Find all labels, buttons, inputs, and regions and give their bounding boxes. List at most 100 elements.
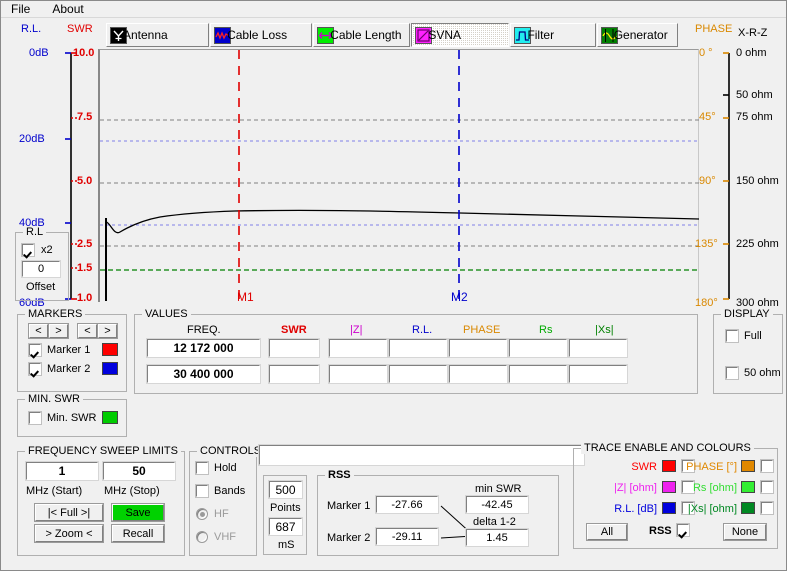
- min-swr-color-swatch[interactable]: [102, 411, 118, 424]
- values-row-rl-1[interactable]: [388, 338, 448, 358]
- rss-marker1-value[interactable]: -27.66: [375, 495, 439, 514]
- trace-color-xs[interactable]: [741, 502, 755, 514]
- svna-icon: [415, 26, 433, 44]
- min-swr-checkbox[interactable]: [28, 411, 42, 425]
- controls-vhf-radio[interactable]: [196, 531, 208, 543]
- values-row-xs-1[interactable]: [568, 338, 628, 358]
- values-row-z-2[interactable]: [328, 364, 388, 384]
- trace-checkbox-xs[interactable]: [760, 501, 774, 515]
- trace-checkbox-phase[interactable]: [760, 459, 774, 473]
- axis-tick-xrz-225: 225 ohm: [736, 238, 779, 250]
- trace-checkbox-rs[interactable]: [760, 480, 774, 494]
- trace-enable-panel: TRACE ENABLE AND COLOURS SWR |Z| [ohm] R…: [573, 442, 778, 549]
- toolbar-label-antenna: Antenna: [123, 28, 168, 42]
- marker1-next-button[interactable]: >: [48, 323, 69, 339]
- values-row-rl-2[interactable]: [388, 364, 448, 384]
- display-full-checkbox[interactable]: [725, 329, 739, 343]
- controls-title: CONTROLS: [197, 445, 265, 457]
- values-row-rs-2[interactable]: [508, 364, 568, 384]
- axis-tick-rl-0: 0dB: [29, 47, 49, 59]
- sweep-save-button[interactable]: Save: [111, 503, 165, 522]
- sweep-start-input[interactable]: 1: [25, 461, 99, 481]
- points-time-panel: 500 Points 687 mS: [263, 475, 307, 555]
- rss-min-swr-value[interactable]: -42.45: [465, 495, 529, 514]
- values-row-freq-1[interactable]: 12 172 000: [146, 338, 261, 358]
- controls-bands-checkbox[interactable]: [195, 484, 209, 498]
- toolbar-button-cable-length[interactable]: Cable Length: [313, 23, 411, 47]
- marker1-color-swatch[interactable]: [102, 343, 118, 356]
- rl-x2-label: x2: [41, 244, 53, 256]
- trace-color-rl[interactable]: [662, 502, 676, 514]
- axis-tick-phase-90: 90°: [699, 175, 716, 187]
- controls-panel: CONTROLS Hold Bands HF VHF: [189, 445, 265, 556]
- rl-x2-checkbox[interactable]: [21, 243, 35, 257]
- sweep-zoom-button[interactable]: > Zoom <: [34, 524, 104, 543]
- controls-hold-checkbox[interactable]: [195, 461, 209, 475]
- marker2-label: M2: [451, 290, 468, 304]
- values-row-rs-1[interactable]: [508, 338, 568, 358]
- values-row-phase-2[interactable]: [448, 364, 508, 384]
- trace-none-button[interactable]: None: [723, 523, 767, 541]
- axis-title-xrz: X-R-Z: [738, 27, 768, 39]
- marker2-prev-button[interactable]: <: [77, 323, 98, 339]
- values-header-phase: PHASE: [463, 324, 501, 336]
- values-row-phase-1[interactable]: [448, 338, 508, 358]
- values-row-freq-2[interactable]: 30 400 000: [146, 364, 261, 384]
- trace-label-rs: Rs [ohm]: [692, 482, 737, 494]
- status-text-field[interactable]: [258, 444, 585, 466]
- rl-offset-title: R.L: [23, 226, 47, 238]
- sweep-time-input[interactable]: 687: [268, 517, 303, 536]
- rss-panel: RSS Marker 1 -27.66 Marker 2 -29.11 min …: [317, 469, 559, 556]
- trace-label-phase: PHASE [°]: [686, 461, 737, 473]
- toolbar-button-antenna[interactable]: Antenna: [106, 23, 210, 47]
- values-row-xs-2[interactable]: [568, 364, 628, 384]
- rss-marker2-value[interactable]: -29.11: [375, 527, 439, 546]
- right-axis-scale: [723, 52, 730, 300]
- sweep-stop-input[interactable]: 50: [102, 461, 176, 481]
- toolbar-button-filter[interactable]: Filter: [510, 23, 596, 47]
- toolbar-button-cable-loss[interactable]: Cable Loss: [210, 23, 313, 47]
- trace-color-swr[interactable]: [662, 460, 676, 472]
- sweep-recall-button[interactable]: Recall: [111, 524, 165, 543]
- trace-checkbox-swr[interactable]: [681, 459, 695, 473]
- trace-color-phase[interactable]: [741, 460, 755, 472]
- marker1-checkbox[interactable]: [28, 343, 42, 357]
- trace-color-z[interactable]: [662, 481, 676, 493]
- sweep-full-button[interactable]: |< Full >|: [34, 503, 104, 522]
- values-header-rl: R.L.: [412, 324, 433, 336]
- rl-offset-input[interactable]: 0: [21, 260, 61, 278]
- sweep-graph[interactable]: [98, 49, 700, 302]
- marker2-color-swatch[interactable]: [102, 362, 118, 375]
- values-header-swr: SWR: [281, 324, 307, 336]
- marker2-checkbox[interactable]: [28, 362, 42, 376]
- controls-hf-radio[interactable]: [196, 508, 208, 520]
- toolbar-label-filter: Filter: [527, 28, 555, 42]
- toolbar-label-generator: Generator: [613, 28, 668, 42]
- values-header-z: |Z|: [350, 324, 363, 336]
- trace-rss-checkbox[interactable]: [676, 523, 690, 537]
- trace-checkbox-z[interactable]: [681, 480, 695, 494]
- toolbar-label-svna: SVNA: [428, 28, 461, 42]
- values-row-swr-2[interactable]: [268, 364, 320, 384]
- menu-file[interactable]: File: [11, 2, 31, 16]
- values-row-z-1[interactable]: [328, 338, 388, 358]
- trace-color-rs[interactable]: [741, 481, 755, 493]
- axis-tick-xrz-75: 75 ohm: [736, 111, 773, 123]
- display-50ohm-checkbox[interactable]: [725, 366, 739, 380]
- rl-offset-panel: R.L x2 0 Offset: [15, 226, 69, 301]
- marker2-next-button[interactable]: >: [97, 323, 118, 339]
- values-row-swr-1[interactable]: [268, 338, 320, 358]
- toolbar-button-generator[interactable]: Generator: [596, 23, 678, 47]
- marker1-prev-button[interactable]: <: [28, 323, 49, 339]
- trace-panel-title: TRACE ENABLE AND COLOURS: [581, 442, 754, 454]
- trace-all-button[interactable]: All: [586, 523, 628, 541]
- points-input[interactable]: 500: [268, 480, 303, 499]
- rss-min-swr-label: min SWR: [475, 483, 522, 495]
- rss-delta-value[interactable]: 1.45: [465, 528, 529, 547]
- values-header-xs: |Xs|: [595, 324, 614, 336]
- toolbar-button-svna[interactable]: SVNA: [411, 23, 510, 47]
- menu-about[interactable]: About: [52, 2, 84, 16]
- cable-length-icon: [317, 26, 335, 44]
- trace-checkbox-rl[interactable]: [681, 501, 695, 515]
